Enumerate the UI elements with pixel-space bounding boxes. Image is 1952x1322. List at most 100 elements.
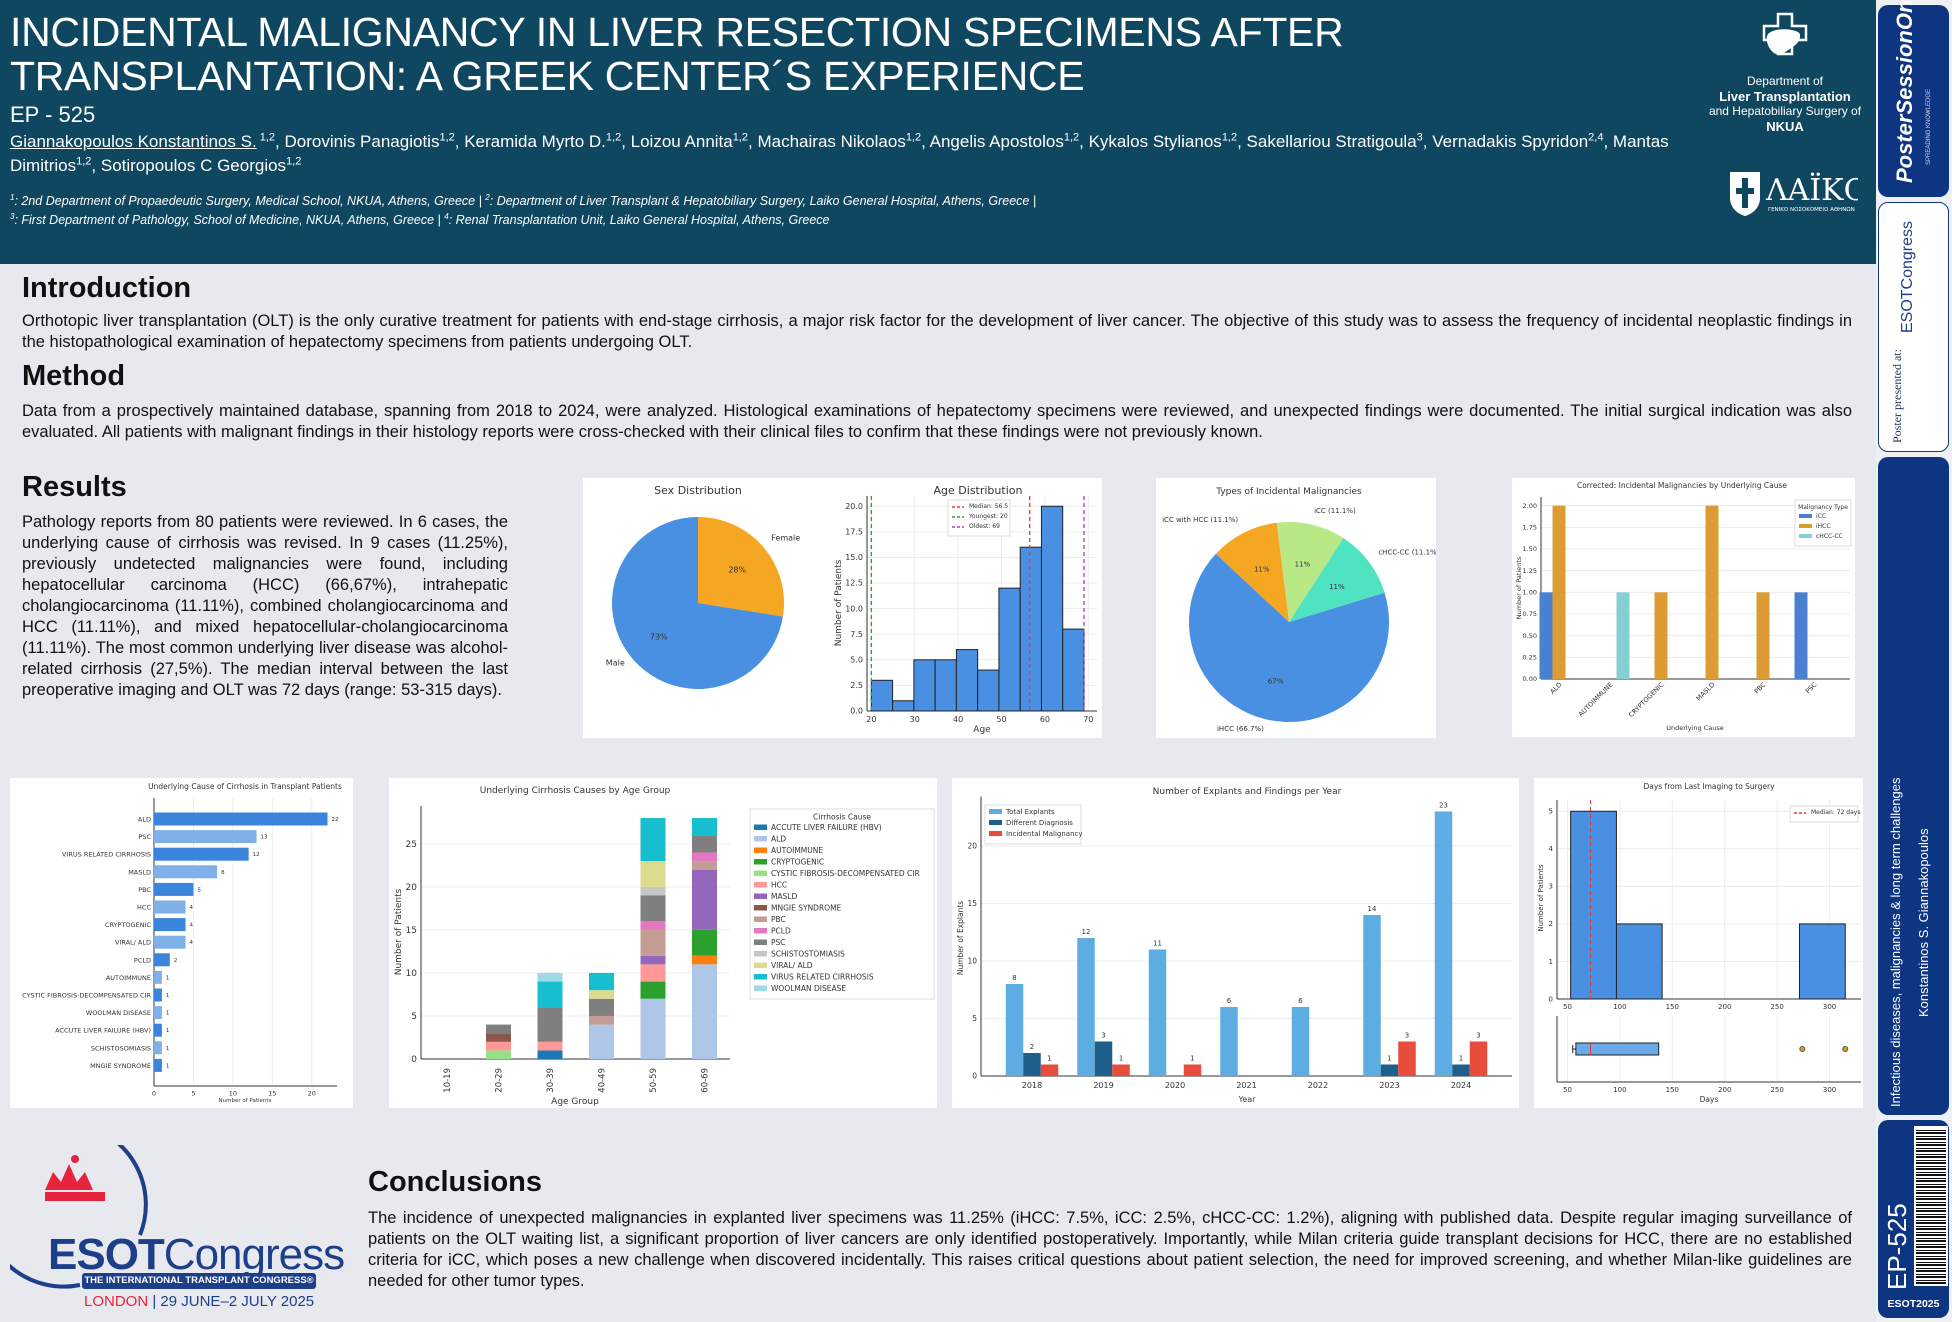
stacked-bar-segment [486,1033,511,1042]
legend-label: Youngest: 20 [968,513,1008,520]
crown-icon [45,1155,105,1201]
legend-swatch [754,870,767,876]
y-axis-label: Number of Patients [834,559,844,646]
liver-cross-icon [1762,12,1808,56]
pie-pct-label: 73% [650,633,668,642]
histogram-bar [934,659,957,712]
y-tick-label: HCC [137,904,151,912]
x-tick-label: 70 [1083,715,1093,724]
legend-swatch [754,905,767,911]
affiliation: 3: First Department of Pathology, School… [10,212,445,228]
y-tick-label: 5 [972,1014,977,1023]
stacked-bar-segment [692,955,717,965]
y-tick-label: 5 [411,1012,417,1022]
bar [1077,937,1095,1076]
stacked-bar-segment [537,1050,563,1059]
x-tick-label: 30-39 [546,1068,556,1093]
esot-congress-logo: ESOTCongress THE INTERNATIONAL TRANSPLAN… [0,1120,345,1315]
y-tick-label: PCLD [134,956,151,964]
histogram-bar [913,659,936,712]
pie-slice [698,517,784,617]
legend-swatch [754,985,767,991]
stacked-bar-segment [640,955,666,965]
x-axis-label: Age [973,725,991,735]
poster-header: INCIDENTAL MALIGNANCY IN LIVER RESECTION… [0,0,1876,264]
chart-title: Age Distribution [934,484,1023,497]
x-tick-label: 2023 [1379,1081,1399,1090]
results-heading: Results [22,471,127,503]
sex-and-age-chart: Sex Distribution Male 73% Female 28% Age Dist… [606,484,1097,735]
histogram-bar [870,679,894,712]
department-logo: Department of Liver Transplantation and … [1700,10,1870,134]
stacked-bar-segment [640,818,666,862]
data-label: 14 [1368,905,1377,913]
y-tick-label: 0.0 [850,707,863,716]
y-tick-label: 1.00 [1523,589,1537,597]
x-tick-label: ALD [1549,681,1564,696]
author: , Machairas Nikolaos1,2 [748,131,922,151]
introduction-text: Orthotopic liver transplantation (OLT) i… [22,312,1852,351]
bar [1220,1006,1238,1076]
legend-label: iHCC [1816,523,1831,530]
legend-label: PBC [771,915,786,924]
data-label: 4 [190,923,194,929]
bar [1291,1006,1310,1076]
explants-per-year-figure: Number of Explants and Findings per Year… [952,778,1519,1108]
city-text: LONDON [84,1293,149,1310]
bar [154,1058,162,1072]
legend-label: Median: 72 days [1811,809,1860,816]
introduction-heading: Introduction [22,272,192,304]
poster-session-online-badge: PosterSessionOnline SPREADING KNOWLEDGE [1878,0,1949,197]
legend-label: Median: 56.5 [969,503,1008,510]
bar [1363,914,1381,1076]
boxplot-box [1575,1042,1660,1056]
data-label: 8 [1012,974,1016,982]
legend-box [1794,499,1852,547]
bar [154,1006,162,1020]
pie-label: iCC (11.1%) [1314,507,1356,515]
cause-of-cirrhosis-figure: Underlying Cause of Cirrhosis in Transpl… [10,778,353,1108]
x-tick-label: 2024 [1451,1081,1471,1090]
x-tick-label: 250 [1770,1003,1783,1011]
x-tick-label: 60-69 [701,1068,711,1093]
pie-slice [612,517,783,689]
data-label: 1 [166,993,170,999]
bar [1023,1052,1041,1076]
y-axis-label: Number of Patients [1537,864,1545,932]
y-tick-label: 0 [411,1055,417,1065]
stacked-bar-segment [486,1041,511,1051]
x-tick-label: CRYPTOGENIC [1627,680,1666,719]
chart-title: Corrected: Incidental Malignancies by Un… [1577,481,1787,490]
pie-slice [1215,522,1289,622]
legend-label: CRYPTOGENIC [771,858,824,867]
histogram-bar [998,587,1021,712]
y-tick-label: MNGIE SYNDROME [90,1062,151,1070]
stacked-bar-segment [692,861,717,870]
code-text: EP-525 [1882,1203,1912,1290]
x-tick-label: 50 [996,715,1006,724]
bar [1380,1064,1399,1076]
method-heading: Method [22,360,126,392]
bar [1539,592,1553,679]
bar [1552,505,1566,679]
stacked-bar-segment [537,972,563,982]
y-tick-label: MASLD [128,868,151,876]
stacked-bar-segment [589,998,614,1016]
x-tick-label: PBC [1753,680,1768,695]
bar [1183,1064,1202,1076]
y-tick-label: 0.25 [1523,654,1537,662]
x-tick-label: 100 [1613,1003,1626,1011]
y-tick-label: 2 [1549,920,1553,928]
x-tick-label: 200 [1718,1086,1731,1094]
y-tick-label: 2.5 [850,681,863,690]
stacked-bar-segment [640,964,666,982]
legend-box [947,499,1011,537]
y-tick-label: SCHISTOSOMIASIS [91,1044,151,1052]
y-tick-label: ACCUTE LIVER FAILURE (HBV) [55,1027,151,1035]
legend-box [749,808,935,1000]
causes-by-age-stacked-chart: Underlying Cirrhosis Causes by Age Group… [394,786,935,1107]
x-tick-label: 2021 [1236,1081,1256,1090]
legend-label: ALD [771,835,786,844]
esot-small-logo-text: ESOTCongress [1899,220,1916,333]
y-tick-label: 2.00 [1523,502,1537,510]
